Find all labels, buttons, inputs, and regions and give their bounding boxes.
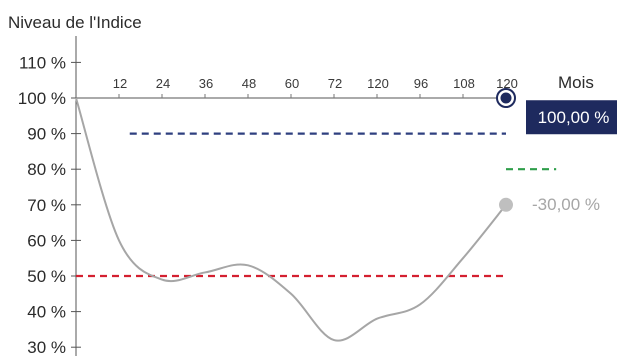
x-tick-label: 36 <box>199 76 213 91</box>
x-ticks: 12 24 36 48 60 72 120 96 108 120 <box>113 76 518 98</box>
final-value-dot <box>499 197 513 212</box>
x-tick-label: 24 <box>156 76 170 91</box>
x-tick-label: 120 <box>367 76 389 91</box>
annotation-label: 100,00 % <box>538 108 610 127</box>
y-ticks: 110 % 100 % 90 % 80 % 70 % 60 % 50 % 40 % 30 % <box>18 53 81 356</box>
x-tick-label: 12 <box>113 76 127 91</box>
x-tick-label: 60 <box>285 76 299 91</box>
y-tick-label: 100 % <box>18 89 66 108</box>
chart-title: Niveau de l'Indice <box>8 13 142 32</box>
y-tick-label: 60 % <box>27 231 66 250</box>
x-axis-unit-label: Mois <box>558 73 594 92</box>
x-tick-label: 48 <box>242 76 256 91</box>
y-tick-label: 30 % <box>27 338 66 356</box>
x-tick-label: 120 <box>496 76 518 91</box>
x-tick-label: 108 <box>453 76 475 91</box>
x-tick-label: 72 <box>328 76 342 91</box>
annotation-box <box>526 100 617 135</box>
y-tick-label: 70 % <box>27 196 66 215</box>
reference-lines <box>76 132 557 278</box>
y-tick-label: 90 % <box>27 125 66 144</box>
annotation-label: -30,00 % <box>532 195 600 214</box>
markers <box>496 88 516 212</box>
y-tick-label: 50 % <box>27 267 66 286</box>
y-tick-label: 110 % <box>19 53 66 72</box>
annotations: 100,00 % -30,00 % <box>526 100 617 214</box>
x-tick-label: 96 <box>414 76 428 91</box>
y-tick-label: 80 % <box>27 160 66 179</box>
end-marker-dot <box>500 92 512 104</box>
index-line <box>75 97 507 342</box>
y-tick-label: 40 % <box>27 303 66 322</box>
series <box>75 97 507 342</box>
